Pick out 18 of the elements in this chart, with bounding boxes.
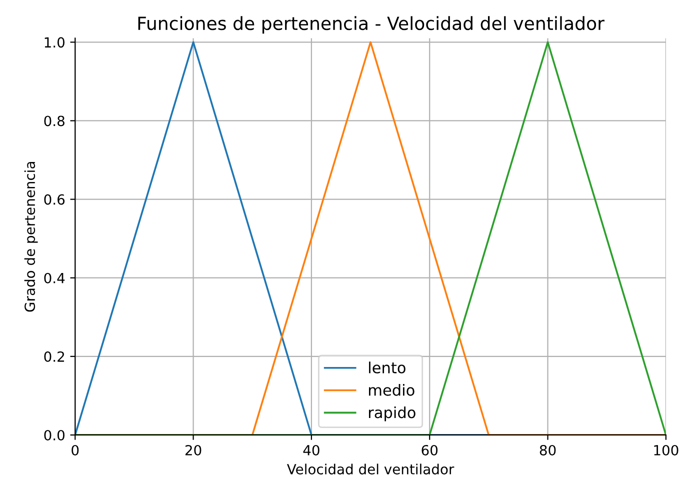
x-axis-title: Velocidad del ventilador	[286, 464, 454, 474]
y-tick-label: 0.8	[44, 116, 64, 126]
x-tick-label: 40	[303, 444, 320, 456]
x-tick-label: 0	[72, 444, 79, 456]
y-tick-label: 1.0	[44, 37, 64, 48]
x-tick-label: 60	[422, 444, 438, 456]
y-tick-label: 0.4	[44, 272, 65, 284]
y-tick-label: 0.0	[44, 430, 64, 440]
x-tick-label: 80	[540, 444, 556, 456]
y-tick-label: 0.2	[44, 351, 64, 362]
legend-label: lento	[369, 362, 406, 374]
x-tick-label: 100	[654, 444, 678, 456]
y-axis-title: Grado de pertenencia	[24, 162, 38, 312]
legend-label: rapido	[368, 406, 416, 422]
chart-title: Funciones de pertenencia - Velocidad del ventilador	[138, 16, 604, 34]
x-tick-label: 20	[185, 444, 202, 456]
legend-label: medio	[368, 384, 414, 396]
y-tick-label: 0.6	[44, 194, 65, 205]
